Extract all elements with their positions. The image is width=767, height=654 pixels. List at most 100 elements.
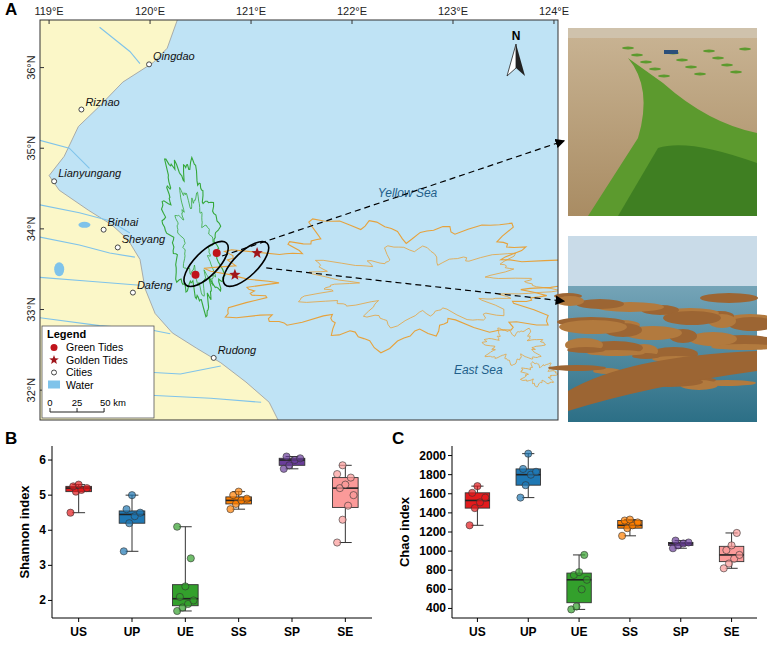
- north-arrow: [516, 44, 525, 76]
- photo-algae: [568, 351, 757, 411]
- point: [83, 485, 90, 492]
- arrow: [266, 268, 564, 301]
- tick: [150, 20, 151, 24]
- panel-letter: C: [392, 429, 404, 448]
- tick: [48, 565, 52, 566]
- tick-label: UE: [177, 625, 194, 639]
- tick: [477, 618, 478, 622]
- city: [101, 227, 106, 232]
- point: [685, 539, 692, 546]
- photo-algae: [559, 320, 627, 334]
- tick-label: 3: [39, 558, 46, 572]
- point: [227, 506, 234, 513]
- tick-label: 1800: [419, 468, 446, 482]
- y-axis: [52, 446, 53, 618]
- box: [567, 573, 591, 603]
- lake: [78, 222, 90, 228]
- legend-symbol: [51, 344, 58, 351]
- tick-label: 1000: [419, 544, 446, 558]
- green-tide-contour: [162, 158, 226, 317]
- point: [187, 555, 194, 562]
- tick: [352, 20, 353, 24]
- point: [342, 481, 349, 488]
- tick-label: 123°E: [438, 5, 468, 17]
- tick-label: 4: [39, 523, 46, 537]
- tick-label: SS: [231, 625, 247, 639]
- point: [471, 505, 478, 512]
- tick: [448, 570, 452, 571]
- tick-label: US: [70, 625, 87, 639]
- photo-algae: [618, 145, 757, 216]
- scale-label: 0: [47, 397, 52, 408]
- city: [52, 179, 57, 184]
- photo-algae: [649, 68, 661, 71]
- arrow: [222, 141, 564, 256]
- city-label: Qingdao: [153, 50, 195, 62]
- point: [466, 522, 473, 529]
- tick: [528, 618, 529, 622]
- legend-symbol: [49, 355, 59, 364]
- point: [174, 523, 181, 530]
- tick-label: SP: [673, 625, 689, 639]
- point: [123, 506, 130, 513]
- city-label: Binhai: [108, 216, 139, 228]
- river: [100, 27, 140, 63]
- photo-algae: [640, 61, 652, 64]
- scale-tick: [50, 408, 51, 412]
- golden-tide-contour: [520, 362, 558, 387]
- photo-algae: [676, 59, 688, 62]
- point: [339, 516, 346, 523]
- point: [137, 509, 144, 516]
- point: [176, 593, 183, 600]
- city: [79, 107, 84, 112]
- north-label: N: [512, 29, 521, 43]
- tick-label: 121°E: [236, 5, 266, 17]
- point: [581, 551, 588, 558]
- legend-label: Cities: [66, 366, 92, 378]
- green-tide-site: [213, 249, 221, 257]
- photo-algae: [712, 57, 724, 60]
- tick-label: 36°N: [25, 55, 37, 80]
- point: [619, 532, 626, 539]
- tick: [448, 455, 452, 456]
- map-area: [40, 20, 558, 420]
- city: [115, 245, 120, 250]
- tick-label: 120°E: [135, 5, 165, 17]
- point: [575, 569, 582, 576]
- point: [519, 465, 526, 472]
- point: [532, 468, 539, 475]
- photo-algae: [739, 48, 751, 51]
- golden-tide-site: [251, 247, 262, 258]
- tick-label: SP: [284, 625, 300, 639]
- city: [147, 62, 152, 67]
- point: [728, 542, 735, 549]
- tick: [448, 551, 452, 552]
- axis-title: Shannon index: [17, 485, 32, 579]
- tick-label: 122°E: [337, 5, 367, 17]
- point: [350, 492, 357, 499]
- whisker: [185, 527, 186, 585]
- point: [75, 481, 82, 488]
- point: [67, 509, 74, 516]
- city-label: Sheyang: [122, 233, 166, 245]
- tick: [40, 309, 44, 310]
- tick: [629, 618, 630, 622]
- tick: [185, 618, 186, 622]
- scale-label: 50 km: [100, 397, 126, 408]
- tick-label: 33°N: [25, 297, 37, 322]
- photo-boat: [664, 50, 678, 54]
- photo-algae: [663, 311, 721, 325]
- point: [474, 483, 481, 490]
- tick-label: 600: [426, 582, 446, 596]
- photo-green-tide: [568, 28, 757, 216]
- tick: [448, 608, 452, 609]
- map-frame: [40, 20, 558, 420]
- legend-symbol: [52, 370, 57, 375]
- x-axis: [52, 618, 372, 619]
- photo-algae: [700, 293, 758, 303]
- box-chart: 23456USUPUESSSPSEShannon indexB: [5, 429, 372, 639]
- point: [283, 453, 290, 460]
- tick-label: 6: [39, 453, 46, 467]
- point: [482, 494, 489, 501]
- legend-label: Golden Tides: [66, 354, 128, 366]
